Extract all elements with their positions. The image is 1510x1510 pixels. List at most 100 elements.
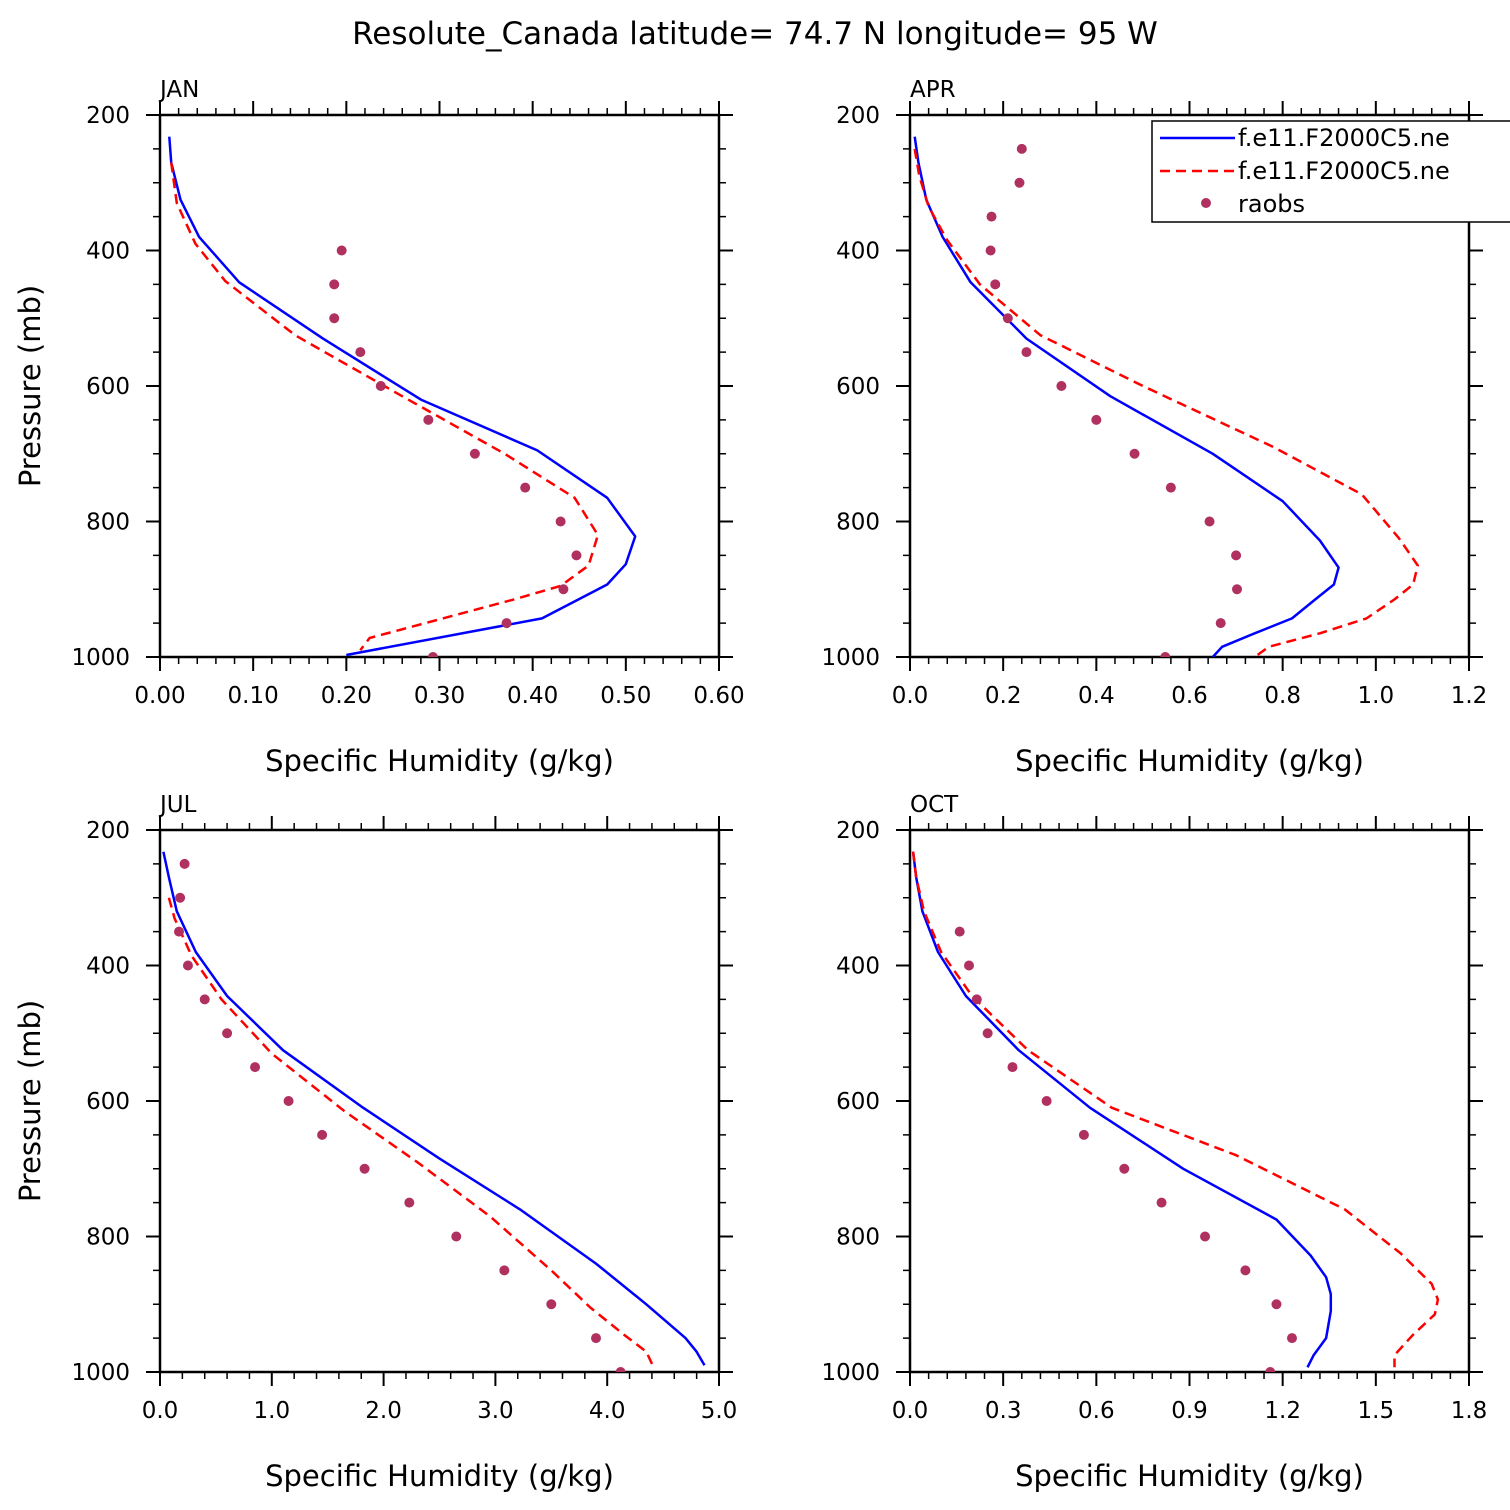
x-tick-label: 0.60 xyxy=(693,683,744,709)
raobs-point xyxy=(1007,1062,1018,1073)
y-tick-label: 1000 xyxy=(821,645,880,671)
x-tick-label: 3.0 xyxy=(477,1398,514,1424)
x-tick-label: 4.0 xyxy=(589,1398,626,1424)
raobs-point xyxy=(986,211,997,222)
series-line-dashed xyxy=(911,851,1440,1368)
raobs-point xyxy=(1078,1129,1089,1140)
raobs-point xyxy=(336,245,347,256)
raobs-point xyxy=(1160,652,1171,657)
x-tick-label: 0.8 xyxy=(1264,683,1301,709)
x-tick-label: 0.0 xyxy=(892,683,929,709)
raobs-point xyxy=(520,482,531,493)
series-line-solid xyxy=(162,851,706,1366)
y-tick-label: 600 xyxy=(86,1089,130,1115)
raobs-point xyxy=(427,652,438,657)
x-tick-label: 0.6 xyxy=(1171,683,1208,709)
y-tick-label: 200 xyxy=(86,818,130,844)
raobs-point xyxy=(1021,347,1032,358)
y-tick-label: 1000 xyxy=(71,645,130,671)
panel-title: JUL xyxy=(158,792,197,818)
raobs-point xyxy=(558,584,569,595)
x-tick-label: 1.5 xyxy=(1358,1398,1395,1424)
y-tick-label: 1000 xyxy=(71,1360,130,1386)
x-axis-label: Specific Humidity (g/kg) xyxy=(265,1459,614,1493)
raobs-point xyxy=(1119,1163,1130,1174)
series-line-dashed xyxy=(169,162,600,651)
raobs-point xyxy=(1265,1367,1276,1372)
y-axis-label: Pressure (mb) xyxy=(13,285,47,487)
x-tick-label: 0.0 xyxy=(892,1398,929,1424)
y-tick-label: 600 xyxy=(836,374,880,400)
x-tick-label: 5.0 xyxy=(701,1398,738,1424)
raobs-point xyxy=(423,414,434,425)
raobs-point xyxy=(1156,1197,1167,1208)
x-tick-label: 1.2 xyxy=(1264,1398,1301,1424)
raobs-point xyxy=(355,347,366,358)
raobs-point xyxy=(546,1299,557,1310)
legend: f.e11.F2000C5.ne f.e11.F2000C5.ne raobs xyxy=(1151,120,1510,223)
x-tick-label: 0.0 xyxy=(142,1398,179,1424)
raobs-point xyxy=(990,279,1001,290)
plot-frame xyxy=(158,828,721,1374)
panel-jan: JAN 0.00 0.10 0.20 0.30 0.40 0.50 0.60 200 400 600… xyxy=(13,77,745,778)
raobs-point xyxy=(179,858,190,869)
raobs-point xyxy=(1165,482,1176,493)
raobs-point xyxy=(1016,143,1027,154)
raobs-point xyxy=(1271,1299,1282,1310)
legend-label-model-2: f.e11.F2000C5.ne xyxy=(1238,157,1450,185)
x-axis-label: Specific Humidity (g/kg) xyxy=(265,744,614,778)
raobs-point xyxy=(1002,313,1013,324)
y-tick-label: 1000 xyxy=(821,1360,880,1386)
raobs-point xyxy=(375,381,386,391)
raobs-point xyxy=(1056,381,1067,391)
plot-data xyxy=(913,136,1420,657)
panel-oct: OCT 0.0 0.3 0.6 0.9 1.2 1.5 1.8 200 400 600 800 1000… xyxy=(821,792,1487,1493)
plot-data xyxy=(168,136,637,657)
raobs-point xyxy=(317,1129,328,1140)
raobs-point xyxy=(982,1028,993,1039)
raobs-point xyxy=(329,279,340,290)
raobs-point xyxy=(954,926,965,937)
raobs-point xyxy=(571,550,582,561)
x-tick-label: 0.4 xyxy=(1078,683,1115,709)
series-line-dashed xyxy=(913,148,1420,657)
raobs-point xyxy=(250,1062,261,1073)
y-tick-label: 400 xyxy=(86,954,130,980)
y-tick-label: 200 xyxy=(86,103,130,129)
x-tick-label: 0.30 xyxy=(414,683,465,709)
raobs-point xyxy=(283,1096,294,1106)
legend-label-raobs: raobs xyxy=(1238,190,1305,218)
raobs-point xyxy=(1041,1096,1052,1106)
raobs-point xyxy=(1204,516,1215,527)
raobs-point xyxy=(964,960,975,971)
x-tick-label: 0.2 xyxy=(985,683,1022,709)
plot-data xyxy=(911,851,1440,1372)
raobs-point xyxy=(971,994,982,1005)
panel-title: JAN xyxy=(158,77,199,103)
raobs-point xyxy=(451,1231,462,1242)
raobs-point xyxy=(404,1197,415,1208)
raobs-point xyxy=(1200,1231,1211,1242)
y-tick-label: 600 xyxy=(86,374,130,400)
x-tick-label: 2.0 xyxy=(365,1398,402,1424)
legend-label-model-1: f.e11.F2000C5.ne xyxy=(1238,124,1450,152)
panel-apr: APR 0.0 0.2 0.4 0.6 0.8 1.0 1.2 200 400 600 800 1000… xyxy=(821,77,1487,778)
raobs-point xyxy=(1240,1265,1251,1276)
x-axis-label: Specific Humidity (g/kg) xyxy=(1015,1459,1364,1493)
x-tick-label: 0.50 xyxy=(600,683,651,709)
raobs-point xyxy=(359,1163,370,1174)
raobs-point xyxy=(174,926,185,937)
x-tick-label: 0.00 xyxy=(134,683,185,709)
y-tick-label: 400 xyxy=(86,239,130,265)
y-tick-label: 800 xyxy=(86,510,130,536)
raobs-point xyxy=(222,1028,233,1039)
series-line-solid xyxy=(911,851,1333,1368)
raobs-point xyxy=(985,245,996,256)
raobs-point xyxy=(1232,584,1243,595)
raobs-point xyxy=(1129,448,1140,459)
y-tick-label: 800 xyxy=(836,510,880,536)
raobs-point xyxy=(1286,1333,1297,1344)
x-tick-label: 0.6 xyxy=(1078,1398,1115,1424)
plot-frame xyxy=(158,113,721,659)
